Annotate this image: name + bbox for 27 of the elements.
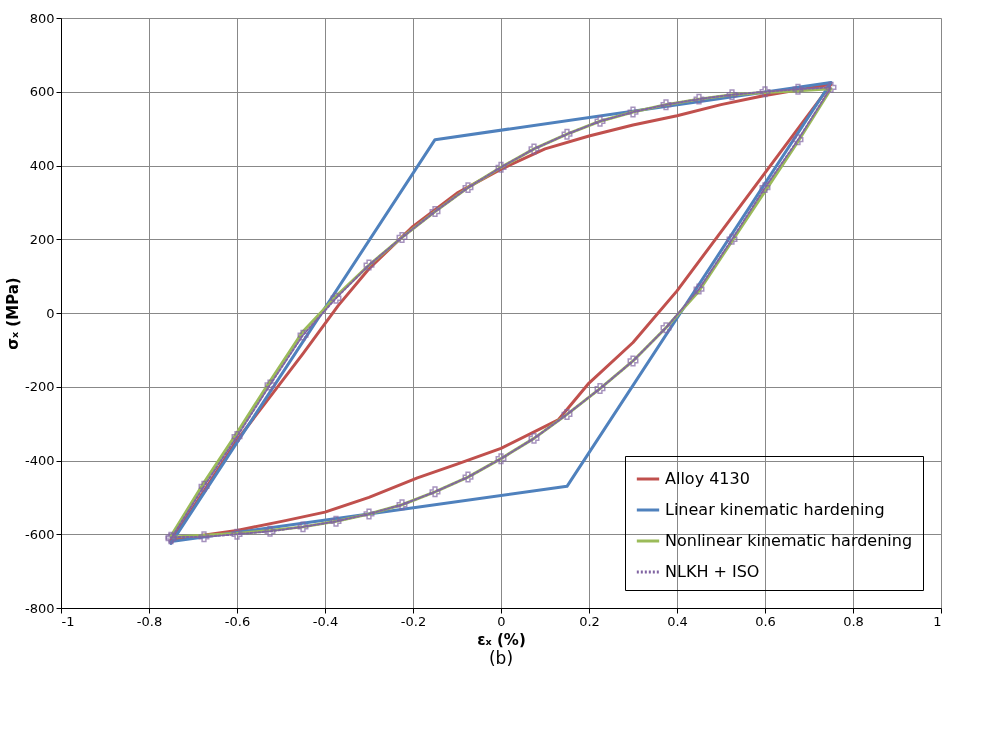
- x-tick-label: 0.4: [667, 613, 688, 629]
- y-axis-title: σₓ (MPa): [4, 277, 22, 350]
- x-tick-label: 0.8: [843, 613, 864, 629]
- x-axis-title: εₓ (%): [477, 630, 526, 649]
- text: (b): [488, 648, 514, 668]
- y-tick-label: -600: [24, 526, 55, 542]
- x-tick-label: -1: [61, 613, 75, 629]
- x-tick-label: -0.6: [224, 613, 251, 629]
- x-tick-label: -0.4: [312, 613, 339, 629]
- legend-label: NLKH + ISO: [665, 562, 760, 581]
- y-tick-label: 200: [29, 231, 55, 247]
- y-tick-label: -800: [24, 600, 55, 616]
- x-tick-label: 0: [497, 613, 506, 629]
- y-tick-label: 600: [29, 84, 55, 100]
- x-tick-label: 0.6: [755, 613, 776, 629]
- legend-label: Linear kinematic hardening: [665, 500, 885, 519]
- x-tick-label: -0.8: [136, 613, 163, 629]
- y-tick-label: -200: [24, 379, 55, 395]
- x-tick-label: -0.2: [400, 613, 427, 629]
- y-tick-label: 400: [29, 158, 55, 173]
- y-tick-label: 0: [46, 305, 55, 321]
- x-tick-label: 1: [933, 613, 942, 629]
- x-tick-label: 0.2: [579, 613, 600, 629]
- y-tick-label: -400: [24, 453, 55, 468]
- legend-label: Nonlinear kinematic hardening: [665, 531, 913, 550]
- y-tick-label: 800: [29, 10, 55, 26]
- legend-label: Alloy 4130: [665, 469, 750, 488]
